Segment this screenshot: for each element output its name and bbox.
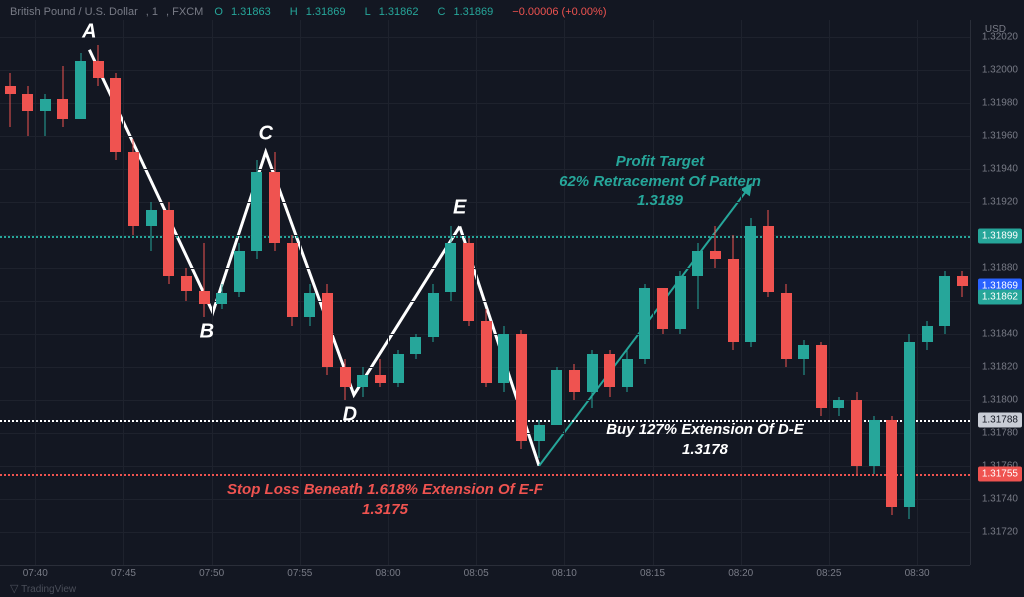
y-tick: 1.31960 [982, 130, 1018, 141]
price-tag: 1.31788 [978, 412, 1022, 427]
reference-line [0, 420, 970, 422]
x-tick: 08:00 [375, 568, 400, 579]
price-tag: 1.31755 [978, 467, 1022, 482]
y-tick: 1.31940 [982, 163, 1018, 174]
pattern-point-label: B [200, 321, 214, 344]
x-tick: 08:15 [640, 568, 665, 579]
y-tick: 1.31880 [982, 262, 1018, 273]
chart-area[interactable]: A B C D E Profit Target62% Retracement Of Pat… [0, 20, 970, 565]
x-tick: 07:45 [111, 568, 136, 579]
annotation-text: Stop Loss Beneath 1.618% Extension Of E-… [227, 480, 543, 519]
price-tag: 1.31862 [978, 290, 1022, 305]
x-tick: 08:05 [464, 568, 489, 579]
change: −0.00006 (+0.00%) [512, 6, 606, 18]
x-tick: 07:50 [199, 568, 224, 579]
interval: 1 [152, 6, 158, 18]
y-tick: 1.31920 [982, 196, 1018, 207]
pattern-point-label: C [258, 123, 272, 146]
y-axis: USD 1.320201.320001.319801.319601.319401… [970, 20, 1024, 565]
pattern-point-label: E [453, 197, 466, 220]
y-tick: 1.32000 [982, 64, 1018, 75]
reference-line [0, 236, 970, 238]
pattern-point-label: A [82, 20, 96, 43]
x-tick: 07:55 [287, 568, 312, 579]
x-tick: 08:20 [728, 568, 753, 579]
y-tick: 1.31740 [982, 493, 1018, 504]
y-tick: 1.31840 [982, 328, 1018, 339]
x-tick: 08:30 [905, 568, 930, 579]
y-tick: 1.31780 [982, 427, 1018, 438]
exchange: FXCM [172, 6, 203, 18]
y-tick: 1.31980 [982, 97, 1018, 108]
tradingview-watermark: ▽ TradingView [10, 582, 76, 595]
chart-header: British Pound / U.S. Dollar, 1, FXCM O1.… [10, 6, 614, 18]
x-tick: 08:10 [552, 568, 577, 579]
annotation-text: Buy 127% Extension Of D-E1.3178 [606, 420, 804, 459]
annotation-text: Profit Target62% Retracement Of Pattern1… [559, 152, 761, 211]
y-tick: 1.32020 [982, 31, 1018, 42]
pattern-point-label: D [343, 403, 357, 426]
x-tick: 07:40 [23, 568, 48, 579]
reference-line [0, 474, 970, 476]
y-tick: 1.31720 [982, 526, 1018, 537]
symbol: British Pound / U.S. Dollar [10, 6, 138, 18]
x-axis: 07:40 07:45 07:50 07:55 08:00 08:05 08:10 08:15… [0, 565, 970, 581]
price-tag: 1.31899 [978, 229, 1022, 244]
y-tick: 1.31800 [982, 394, 1018, 405]
x-tick: 08:25 [816, 568, 841, 579]
y-tick: 1.31820 [982, 361, 1018, 372]
